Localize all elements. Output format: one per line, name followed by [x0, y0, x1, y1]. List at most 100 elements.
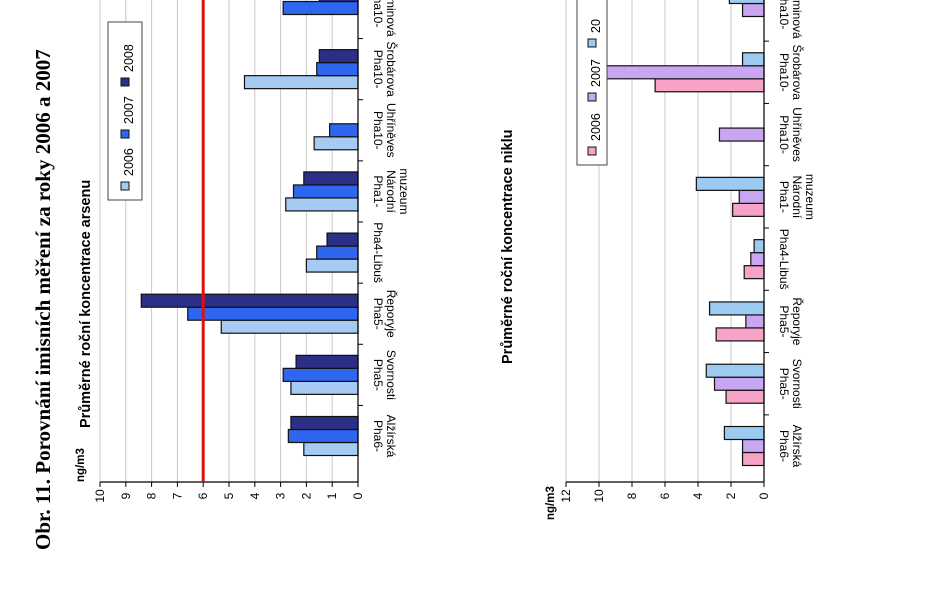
bar-2007-1 — [316, 62, 359, 77]
category-label: Pha10- — [777, 115, 791, 154]
category-label: Pha10- — [777, 0, 791, 29]
tick-label: 6 — [658, 492, 672, 499]
bar-2007-7 — [741, 438, 765, 454]
tick-label: 6 — [196, 492, 210, 499]
bar-2007-6 — [282, 367, 359, 382]
legend-label-2007: 2007 — [122, 96, 136, 124]
bar-2007-7 — [287, 428, 359, 444]
bar-2008-7 — [723, 425, 765, 441]
bar-2006-1 — [243, 75, 359, 90]
legend-swatch-2006 — [587, 146, 597, 156]
legend-label-2006: 2006 — [589, 113, 603, 141]
tick-label: 10 — [592, 489, 606, 503]
tick-label: 7 — [170, 492, 184, 499]
tick-label: 3 — [274, 492, 288, 499]
category-label: Řeporyje — [790, 297, 805, 345]
tick-label: 1 — [325, 492, 339, 499]
legend-swatch-2008 — [120, 77, 130, 87]
category-label: Svornosti — [384, 350, 398, 400]
page-heading: Obr. 11. Porovnání imisních měření za ro… — [31, 49, 55, 550]
bar-2007-3 — [292, 184, 359, 199]
bar-2007-2 — [718, 127, 765, 142]
bar-2006-4 — [743, 265, 765, 280]
bar-2007-3 — [738, 189, 765, 204]
bar-2007-5 — [745, 314, 765, 329]
category-label: Svornosti — [790, 359, 804, 409]
bar-2008-0 — [728, 0, 765, 5]
category-label: Národní — [384, 170, 398, 213]
tick-label: 0 — [351, 492, 365, 499]
legend-swatch-2006 — [120, 181, 130, 191]
bar-2006-4 — [305, 258, 359, 273]
bar-2008-1 — [318, 49, 359, 64]
bar-2007-6 — [713, 376, 765, 391]
tick-label: 8 — [625, 492, 639, 499]
chart-arsenic: Průměrné roční koncentrace arsenu ng/m3 … — [75, 0, 411, 503]
bar-2008-4 — [753, 239, 765, 254]
bar-2008-3 — [695, 176, 765, 191]
tick-label: 2 — [724, 492, 738, 499]
category-label: Jasminová — [384, 0, 398, 37]
category-label: Pha10- — [371, 50, 385, 89]
bar-2006-7 — [741, 451, 765, 467]
category-label: Pha10- — [777, 53, 791, 92]
category-label: Řeporyje — [384, 290, 399, 338]
bar-2006-5 — [715, 327, 765, 342]
category-label: Pha5- — [371, 359, 385, 391]
category-label: Pha1- — [371, 175, 385, 207]
bar-2006-1 — [654, 78, 765, 93]
chart-nickel: Průměrné roční koncentrace niklu ng/m3 P… — [500, 0, 817, 520]
legend-swatch-2008 — [587, 38, 597, 48]
category-label: Uhříněves — [384, 103, 398, 158]
tick-label: 10 — [93, 489, 107, 503]
legend-label-2007: 2007 — [589, 59, 603, 87]
tick-label: 2 — [299, 492, 313, 499]
category-label: Pha1- — [777, 181, 791, 213]
bar-2007-0 — [741, 2, 765, 18]
category-label: muzeum — [803, 174, 817, 220]
bar-2007-1 — [590, 65, 765, 80]
legend-label-2008: 20 — [589, 19, 603, 33]
bar-2008-6 — [295, 354, 359, 369]
bar-2006-5 — [220, 319, 359, 334]
bar-2008-5 — [708, 301, 765, 316]
bar-2006-6 — [290, 380, 359, 395]
bar-2008-5 — [140, 293, 359, 308]
legend-label-2006: 2006 — [122, 148, 136, 176]
bar-2007-5 — [187, 306, 359, 321]
tick-label: 4 — [691, 492, 705, 499]
tick-label: 0 — [757, 492, 771, 499]
bar-2008-0 — [318, 0, 359, 3]
category-label: Národní — [790, 176, 804, 219]
category-label: Alžírská — [384, 415, 398, 458]
legend: 2006 2007 20 — [576, 0, 608, 166]
category-label: Pha10- — [371, 111, 385, 150]
legend-swatch-2007 — [120, 129, 130, 139]
category-label: Pha5- — [777, 305, 791, 337]
bar-2006-2 — [313, 136, 359, 151]
chart-title: Průměrné roční koncentrace niklu — [500, 130, 516, 365]
legend-swatch-2007 — [587, 92, 597, 102]
bar-2007-0 — [282, 0, 359, 16]
tick-label: 4 — [248, 492, 262, 499]
legend-box — [107, 21, 143, 201]
legend-box — [576, 0, 608, 166]
category-label: Pha5- — [777, 368, 791, 400]
bar-2008-6 — [705, 363, 765, 378]
category-label: Pha4-Libuš — [777, 229, 791, 290]
bar-2008-4 — [326, 232, 359, 247]
legend: 2006 2007 2008 — [107, 21, 143, 201]
bar-2006-6 — [725, 389, 765, 404]
category-label: Pha4-Libuš — [371, 222, 385, 283]
unit-label: ng/m3 — [75, 448, 87, 482]
unit-label: ng/m3 — [545, 486, 557, 520]
bar-2006-7 — [303, 441, 359, 457]
bar-2008-1 — [741, 52, 765, 67]
bar-2006-3 — [732, 202, 765, 217]
category-label: Pha5- — [371, 298, 385, 330]
tick-label: 8 — [145, 492, 159, 499]
category-label: Alžírská — [790, 425, 804, 468]
category-label: Jasminová — [790, 0, 804, 39]
